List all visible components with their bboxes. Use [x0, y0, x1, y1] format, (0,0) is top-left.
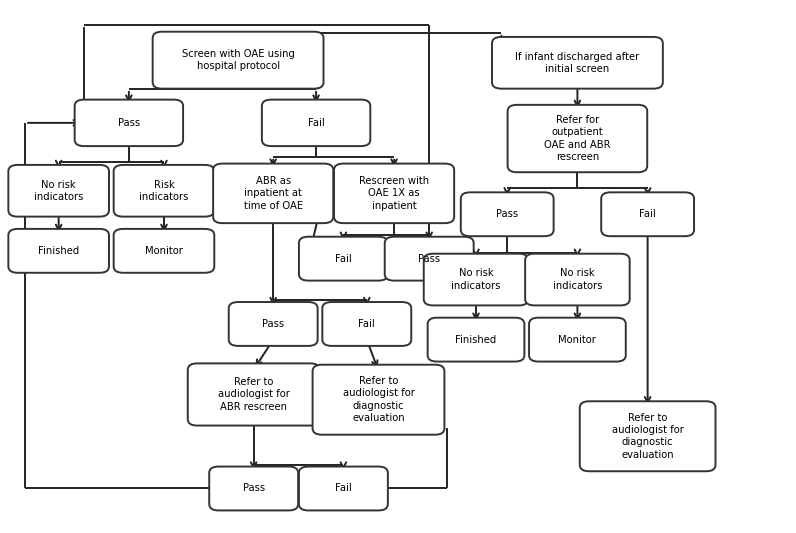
FancyBboxPatch shape: [384, 237, 474, 280]
Text: Monitor: Monitor: [145, 246, 183, 256]
FancyBboxPatch shape: [299, 466, 388, 511]
Text: Pass: Pass: [262, 319, 284, 329]
FancyBboxPatch shape: [8, 229, 109, 273]
FancyBboxPatch shape: [529, 318, 626, 361]
Text: Fail: Fail: [639, 209, 656, 219]
Text: Pass: Pass: [118, 118, 140, 128]
FancyBboxPatch shape: [299, 237, 388, 280]
FancyBboxPatch shape: [313, 365, 444, 435]
FancyBboxPatch shape: [334, 164, 455, 223]
Text: No risk
indicators: No risk indicators: [552, 268, 602, 291]
FancyBboxPatch shape: [423, 254, 529, 305]
FancyBboxPatch shape: [75, 100, 183, 146]
Text: Fail: Fail: [358, 319, 375, 329]
FancyBboxPatch shape: [188, 364, 320, 425]
Text: Screen with OAE using
hospital protocol: Screen with OAE using hospital protocol: [181, 49, 295, 71]
FancyBboxPatch shape: [213, 164, 334, 223]
Text: Pass: Pass: [418, 254, 440, 264]
FancyBboxPatch shape: [262, 100, 370, 146]
Text: Fail: Fail: [335, 254, 352, 264]
FancyBboxPatch shape: [427, 318, 525, 361]
FancyBboxPatch shape: [228, 302, 318, 346]
Text: Fail: Fail: [335, 483, 352, 494]
Text: Refer to
audiologist for
ABR rescreen: Refer to audiologist for ABR rescreen: [218, 377, 290, 412]
FancyBboxPatch shape: [322, 302, 412, 346]
FancyBboxPatch shape: [492, 37, 663, 88]
FancyBboxPatch shape: [114, 165, 214, 216]
FancyBboxPatch shape: [114, 229, 214, 273]
FancyBboxPatch shape: [461, 192, 554, 236]
Text: If infant discharged after
initial screen: If infant discharged after initial scree…: [515, 52, 639, 74]
FancyBboxPatch shape: [525, 254, 630, 305]
Text: No risk
indicators: No risk indicators: [451, 268, 501, 291]
Text: No risk
indicators: No risk indicators: [34, 180, 84, 202]
Text: Fail: Fail: [308, 118, 325, 128]
Text: ABR as
inpatient at
time of OAE: ABR as inpatient at time of OAE: [244, 176, 302, 211]
Text: Monitor: Monitor: [559, 335, 596, 345]
FancyBboxPatch shape: [209, 466, 298, 511]
FancyBboxPatch shape: [153, 31, 323, 88]
Text: Refer to
audiologist for
diagnostic
evaluation: Refer to audiologist for diagnostic eval…: [611, 413, 684, 460]
FancyBboxPatch shape: [579, 401, 716, 471]
Text: Pass: Pass: [496, 209, 518, 219]
Text: Finished: Finished: [455, 335, 497, 345]
Text: Finished: Finished: [38, 246, 80, 256]
FancyBboxPatch shape: [601, 192, 694, 236]
Text: Refer for
outpatient
OAE and ABR
rescreen: Refer for outpatient OAE and ABR rescree…: [544, 115, 611, 162]
FancyBboxPatch shape: [508, 105, 647, 172]
Text: Risk
indicators: Risk indicators: [139, 180, 189, 202]
Text: Rescreen with
OAE 1X as
inpatient: Rescreen with OAE 1X as inpatient: [359, 176, 429, 211]
Text: Refer to
audiologist for
diagnostic
evaluation: Refer to audiologist for diagnostic eval…: [342, 376, 415, 423]
Text: Pass: Pass: [243, 483, 265, 494]
FancyBboxPatch shape: [8, 165, 109, 216]
